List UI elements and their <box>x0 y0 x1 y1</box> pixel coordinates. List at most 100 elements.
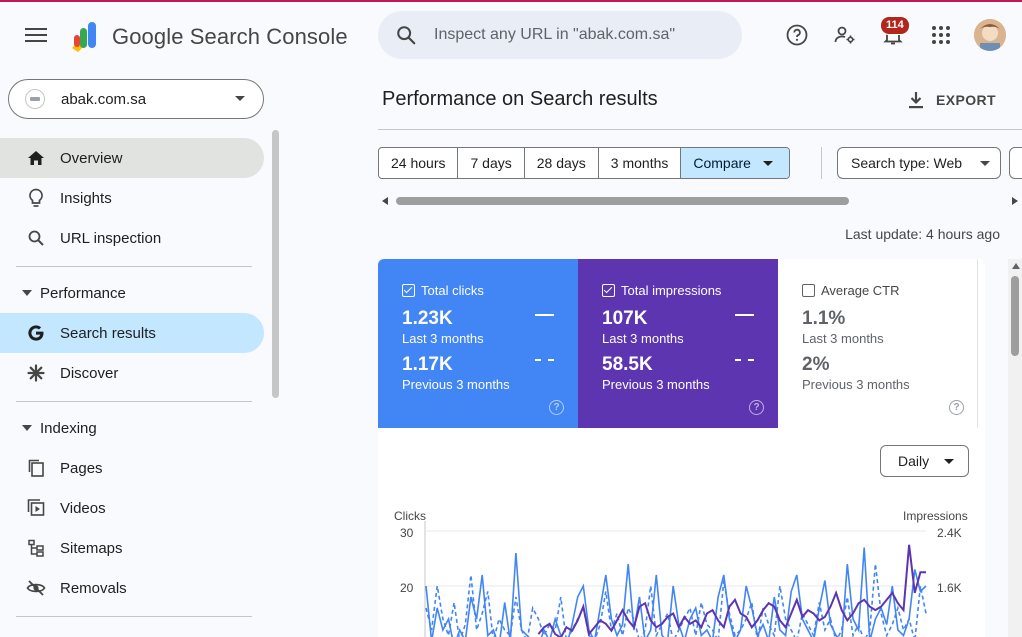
google-g-icon <box>26 323 46 343</box>
property-favicon-icon <box>25 89 45 109</box>
section-label: Indexing <box>40 420 97 437</box>
export-button[interactable]: EXPORT <box>906 88 996 112</box>
range-7-days[interactable]: 7 days <box>458 148 525 178</box>
sidebar-item-label: Search results <box>60 325 156 342</box>
range-3-months[interactable]: 3 months <box>599 148 682 178</box>
filter-separator <box>821 147 822 179</box>
performance-chart[interactable] <box>378 521 985 637</box>
sidebar-item-sitemaps[interactable]: Sitemaps <box>0 528 264 568</box>
scroll-up-arrow-icon[interactable] <box>1012 263 1020 269</box>
notifications-badge: 114 <box>880 16 910 35</box>
help-icon[interactable]: ? <box>949 400 964 415</box>
y-tick-right: 2.4K <box>937 526 962 540</box>
sidebar-item-videos[interactable]: Videos <box>0 488 264 528</box>
granularity-dropdown[interactable]: Daily <box>880 445 969 477</box>
range-28-days[interactable]: 28 days <box>525 148 599 178</box>
add-filter-button[interactable] <box>1009 147 1022 179</box>
account-avatar[interactable] <box>974 19 1006 51</box>
sidebar-item-pages[interactable]: Pages <box>0 448 264 488</box>
search-input[interactable] <box>434 23 724 47</box>
sidebar-divider <box>16 401 252 402</box>
search-console-logo-icon <box>72 22 96 52</box>
search-type-label: Search type: Web <box>851 155 963 171</box>
top-accent-line <box>0 0 1022 2</box>
sidebar-item-label: Insights <box>60 190 112 207</box>
sidebar-item-label: Discover <box>60 365 119 382</box>
metric-period: Last 3 months <box>402 331 484 346</box>
video-icon <box>26 498 46 518</box>
url-inspect-search[interactable] <box>378 11 742 59</box>
last-update-text: Last update: 4 hours ago <box>845 226 1000 242</box>
collapse-triangle-icon <box>22 425 32 431</box>
help-icon[interactable]: ? <box>549 400 564 415</box>
metric-previous-value: 1.17K <box>402 354 453 375</box>
header-divider <box>378 129 1022 130</box>
checkbox-icon[interactable] <box>402 284 415 297</box>
sidebar-item-url-inspection[interactable]: URL inspection <box>0 218 264 258</box>
sidebar-item-overview[interactable]: Overview <box>0 138 264 178</box>
vertical-scrollbar-thumb[interactable] <box>1011 276 1019 356</box>
checkbox-icon[interactable] <box>602 284 615 297</box>
lightbulb-icon <box>26 188 46 208</box>
sidebar-item-search-results[interactable]: Search results <box>0 313 264 353</box>
sidebar-item-discover[interactable]: Discover <box>0 353 264 393</box>
metric-label: Average CTR <box>821 283 900 298</box>
chevron-down-icon <box>944 459 954 464</box>
metric-average-ctr[interactable]: Average CTR 1.1% Last 3 months 2% Previo… <box>778 259 978 428</box>
sidebar-item-insights[interactable]: Insights <box>0 178 264 218</box>
metric-previous-period: Previous 3 months <box>602 377 710 392</box>
metric-total-clicks[interactable]: Total clicks 1.23K Last 3 months 1.17K P… <box>378 259 578 428</box>
app-header: Google Search Console 114 <box>0 2 1022 66</box>
sidebar-scrollbar[interactable] <box>272 130 279 398</box>
property-selector[interactable]: abak.com.sa <box>8 79 264 119</box>
series-line-impressions <box>537 544 926 637</box>
manage-users-icon[interactable] <box>831 21 859 49</box>
help-icon[interactable]: ? <box>749 400 764 415</box>
help-icon[interactable] <box>783 21 811 49</box>
sidebar-item-label: Overview <box>60 150 123 167</box>
metric-previous-value: 2% <box>802 354 830 375</box>
y-axis-right-title: Impressions <box>903 509 968 523</box>
metric-label: Total impressions <box>621 283 722 298</box>
collapse-triangle-icon <box>22 290 32 296</box>
app-name: Google Search Console <box>112 24 348 49</box>
metric-value: 1.23K <box>402 308 453 329</box>
section-indexing[interactable]: Indexing <box>0 413 264 443</box>
metric-previous-period: Previous 3 months <box>402 377 510 392</box>
compare-label: Compare <box>693 155 751 171</box>
checkbox-icon[interactable] <box>802 284 815 297</box>
sidebar: abak.com.sa Overview Insights URL inspec… <box>0 66 280 637</box>
sidebar-item-label: Removals <box>60 580 127 597</box>
page-title: Performance on Search results <box>382 88 658 110</box>
sidebar-item-label: Pages <box>60 460 103 477</box>
y-tick-left: 20 <box>400 581 414 595</box>
metric-total-impressions[interactable]: Total impressions 107K Last 3 months 58.… <box>578 259 778 428</box>
scroll-left-arrow-icon[interactable] <box>382 197 388 205</box>
pages-icon <box>26 458 46 478</box>
search-type-filter[interactable]: Search type: Web <box>837 147 1001 179</box>
search-icon <box>397 26 416 45</box>
range-24-hours[interactable]: 24 hours <box>379 148 459 178</box>
section-label: Performance <box>40 285 126 302</box>
page-vertical-scrollbar[interactable] <box>1008 259 1022 637</box>
home-icon <box>26 148 46 168</box>
y-tick-left: 30 <box>400 526 414 540</box>
chevron-down-icon <box>980 161 990 166</box>
performance-card: Total clicks 1.23K Last 3 months 1.17K P… <box>378 259 985 637</box>
scroll-right-arrow-icon[interactable] <box>1012 197 1018 205</box>
sidebar-item-label: URL inspection <box>60 230 162 247</box>
sidebar-item-removals[interactable]: Removals <box>0 568 264 608</box>
sidebar-divider <box>16 616 252 617</box>
range-compare[interactable]: Compare <box>681 148 789 178</box>
y-axis-left-title: Clicks <box>394 509 426 523</box>
search-icon <box>26 228 46 248</box>
dashed-line-legend-icon <box>535 359 554 361</box>
main-menu-button[interactable] <box>22 24 50 46</box>
metric-value: 107K <box>602 308 648 329</box>
export-label: EXPORT <box>936 92 996 108</box>
metric-value: 1.1% <box>802 308 846 329</box>
horizontal-scrollbar-thumb[interactable] <box>396 197 849 205</box>
apps-grid-icon[interactable] <box>927 21 955 49</box>
date-range-selector: 24 hours 7 days 28 days 3 months Compare <box>378 147 790 179</box>
section-performance[interactable]: Performance <box>0 278 264 308</box>
